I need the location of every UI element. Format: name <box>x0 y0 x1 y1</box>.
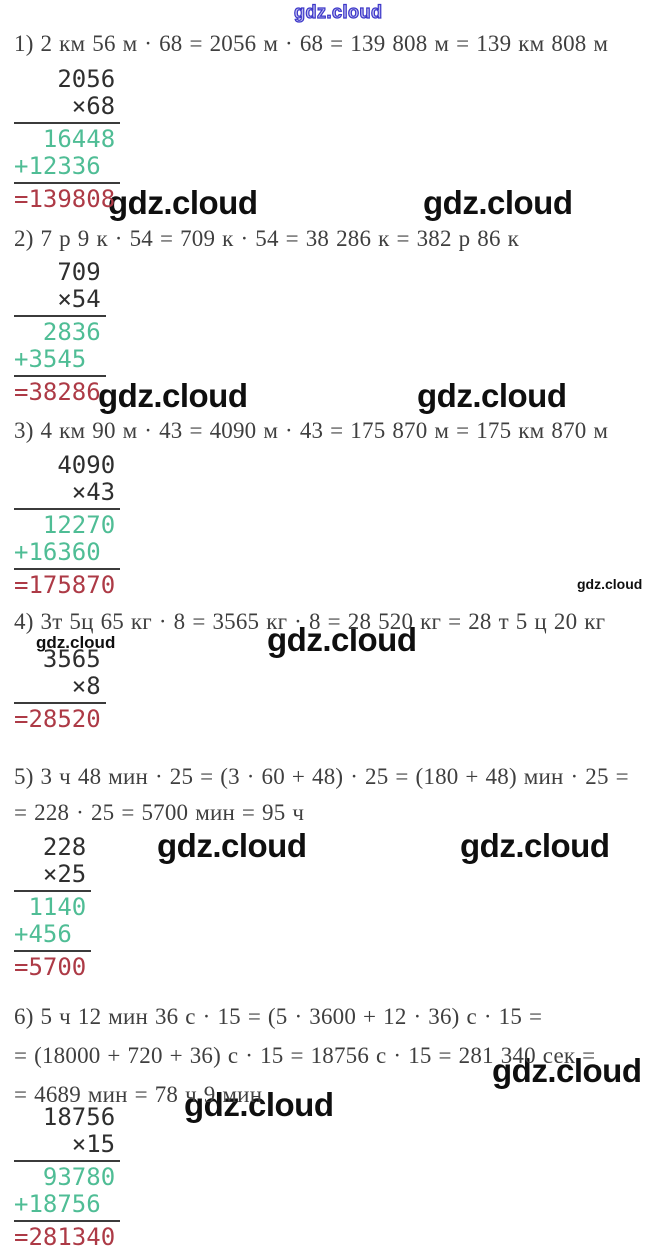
problem-5-line-1: 5) 3 ч 48 мин · 25 = (3 · 60 + 48) · 25 … <box>14 764 629 789</box>
partial-product-2: +3545 <box>14 345 87 373</box>
problem-1-line: 1) 2 км 56 м · 68 = 2056 м · 68 = 139 80… <box>14 31 609 56</box>
problem-6-line-1: 6) 5 ч 12 мин 36 с · 15 = (5 · 3600 + 12… <box>14 1004 543 1029</box>
rule <box>14 375 106 377</box>
partial-product-2: +18756 <box>14 1190 101 1218</box>
product-result: =175870 <box>14 571 116 599</box>
partial-product-1: 2836 <box>42 318 101 346</box>
multiplier: ×54 <box>57 285 101 313</box>
product-result: =5700 <box>14 953 87 981</box>
problem-6-statement: 6) 5 ч 12 мин 36 с · 15 = (5 · 3600 + 12… <box>14 997 668 1114</box>
watermark-p6-right: gdz.cloud <box>492 1052 642 1089</box>
partial-product-1: 12270 <box>42 511 116 539</box>
problem-4-line: 4) 3т 5ц 65 кг · 8 = 3565 кг · 8 = 28 52… <box>14 609 606 634</box>
problem-2-line: 2) 7 р 9 к · 54 = 709 к · 54 = 38 286 к … <box>14 226 519 251</box>
partial-product-2: +456 <box>14 920 72 948</box>
problem-6-line-3: = 4689 мин = 78 ч 9 мин <box>14 1082 263 1107</box>
partial-product-2: +16360 <box>14 538 101 566</box>
problem-3-line: 3) 4 км 90 м · 43 = 4090 м · 43 = 175 87… <box>14 418 609 443</box>
problem-2-statement: 2) 7 р 9 к · 54 = 709 к · 54 = 38 286 к … <box>14 224 668 254</box>
partial-product-1: 1140 <box>28 893 87 921</box>
rule <box>14 122 121 124</box>
multiplier: ×8 <box>71 672 101 700</box>
rule <box>14 1220 121 1222</box>
multiplicand: 18756 <box>42 1103 116 1131</box>
rule <box>14 182 121 184</box>
product-result: =38286 <box>14 378 101 406</box>
multiplier: ×15 <box>71 1130 116 1158</box>
multiplicand: 709 <box>57 258 101 286</box>
multiplicand: 4090 <box>57 451 116 479</box>
watermark-p3-small: gdz.cloud <box>577 576 643 592</box>
partial-product-2: +12336 <box>14 152 101 180</box>
problem-1-statement: 1) 2 км 56 м · 68 = 2056 м · 68 = 139 80… <box>14 29 668 59</box>
multiplier: ×25 <box>42 860 87 888</box>
problem-5-column-multiplication: 228 ×25 1140 +456 =5700 <box>14 833 92 981</box>
multiplicand: 3565 <box>42 645 101 673</box>
problem-3-column-multiplication: 4090 ×43 12270 +16360 =175870 <box>14 451 121 599</box>
watermark-p1-left: gdz.cloud <box>108 184 258 221</box>
problem-2-column-multiplication: 709 ×54 2836 +3545 =38286 <box>14 258 106 406</box>
problem-1-column-multiplication: 2056 ×68 16448 +12336 =139808 <box>14 65 121 213</box>
problem-5-line-2: = 228 · 25 = 5700 мин = 95 ч <box>14 800 305 825</box>
multiplicand: 2056 <box>57 65 116 93</box>
watermark-p4-small-left: gdz.cloud <box>36 633 116 652</box>
problem-4-column-multiplication: 3565 ×8 =28520 <box>14 645 106 733</box>
rule <box>14 508 121 510</box>
watermark-p6-center: gdz.cloud <box>184 1086 334 1123</box>
rule <box>14 890 92 892</box>
rule <box>14 950 92 952</box>
rule <box>14 1160 121 1162</box>
product-result: =139808 <box>14 185 116 213</box>
rule <box>14 315 106 317</box>
watermark-p1-right: gdz.cloud <box>423 184 573 221</box>
watermark-p4-center: gdz.cloud <box>267 621 417 658</box>
watermark-top-blue: gdz.cloud <box>293 1 383 22</box>
rule <box>14 568 121 570</box>
problem-4-statement: 4) 3т 5ц 65 кг · 8 = 3565 кг · 8 = 28 52… <box>14 607 668 637</box>
multiplier: ×68 <box>71 92 116 120</box>
watermark-p5-right: gdz.cloud <box>460 827 610 864</box>
multiplier: ×43 <box>71 478 116 506</box>
problem-6-column-multiplication: 18756 ×15 93780 +18756 =281340 <box>14 1103 121 1251</box>
product-result: =281340 <box>14 1223 116 1251</box>
problem-5-statement: 5) 3 ч 48 мин · 25 = (3 · 60 + 48) · 25 … <box>14 759 668 831</box>
watermark-p2-right: gdz.cloud <box>417 377 567 414</box>
problem-6-line-2: = (18000 + 720 + 36) с · 15 = 18756 с · … <box>14 1043 596 1068</box>
rule <box>14 702 106 704</box>
watermark-p2-left: gdz.cloud <box>98 377 248 414</box>
partial-product-1: 93780 <box>42 1163 116 1191</box>
product-result: =28520 <box>14 705 101 733</box>
watermark-p5-left: gdz.cloud <box>157 827 307 864</box>
partial-product-1: 16448 <box>42 125 116 153</box>
problem-3-statement: 3) 4 км 90 м · 43 = 4090 м · 43 = 175 87… <box>14 416 668 446</box>
multiplicand: 228 <box>42 833 87 861</box>
